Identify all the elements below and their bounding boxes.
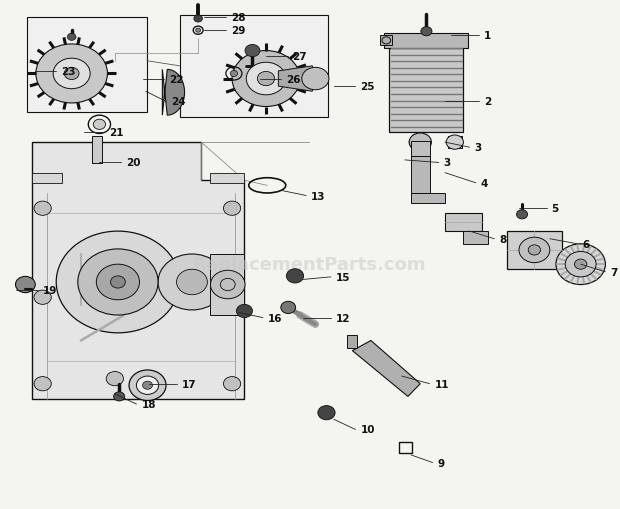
Bar [27,18,147,112]
Circle shape [158,254,226,310]
Text: 1: 1 [484,31,491,41]
Text: 22: 22 [169,74,184,84]
Circle shape [232,51,300,107]
Polygon shape [411,157,430,193]
Text: 11: 11 [435,379,449,389]
Circle shape [516,210,528,219]
Circle shape [34,291,51,305]
Polygon shape [380,36,392,46]
Polygon shape [278,67,316,92]
Circle shape [34,202,51,216]
Circle shape [556,244,605,285]
Circle shape [143,381,153,389]
Circle shape [421,27,432,37]
Circle shape [36,45,107,104]
Circle shape [16,277,35,293]
Text: 7: 7 [610,267,618,277]
Circle shape [110,276,125,289]
Text: 6: 6 [583,239,590,249]
Text: 13: 13 [311,191,326,201]
Circle shape [177,270,208,295]
Circle shape [223,377,241,391]
Circle shape [210,271,245,299]
Circle shape [129,370,166,401]
Polygon shape [448,137,463,149]
Circle shape [519,238,550,263]
Circle shape [409,134,432,152]
Circle shape [446,136,463,150]
Circle shape [56,232,180,333]
Text: 2: 2 [484,97,491,107]
Circle shape [286,269,304,284]
Circle shape [64,68,79,80]
Circle shape [96,265,140,300]
Text: 19: 19 [43,285,57,295]
Text: 12: 12 [335,313,350,323]
Polygon shape [389,49,463,133]
Polygon shape [411,142,430,157]
Text: 20: 20 [126,158,141,168]
Text: 28: 28 [231,13,246,23]
Text: 3: 3 [444,158,451,168]
Circle shape [230,71,237,77]
Polygon shape [352,341,420,397]
Text: 23: 23 [61,67,76,77]
Text: ReplacementParts.com: ReplacementParts.com [192,256,426,274]
Polygon shape [411,193,445,204]
Circle shape [575,260,587,270]
Text: 4: 4 [480,179,488,188]
Circle shape [223,202,241,216]
Polygon shape [384,34,468,49]
Text: 16: 16 [268,313,282,323]
Text: 5: 5 [552,204,559,214]
Bar [180,16,328,118]
Polygon shape [507,232,562,270]
Text: 9: 9 [438,458,445,468]
Polygon shape [210,173,244,183]
Text: 24: 24 [171,97,185,107]
Circle shape [53,59,90,90]
Circle shape [302,68,329,91]
Circle shape [528,245,541,256]
Circle shape [106,372,123,386]
Text: 17: 17 [182,379,196,389]
Circle shape [34,377,51,391]
Circle shape [78,249,158,316]
Circle shape [68,34,76,41]
Circle shape [318,406,335,420]
Circle shape [196,29,201,33]
Polygon shape [445,214,482,232]
Text: 26: 26 [286,74,301,84]
Circle shape [93,120,105,130]
Polygon shape [347,336,357,348]
Polygon shape [32,143,244,399]
Text: 3: 3 [474,143,482,153]
Bar [399,442,412,454]
Text: 18: 18 [141,399,156,409]
Circle shape [113,392,125,401]
Text: 21: 21 [109,128,124,137]
Circle shape [245,45,260,58]
Text: 29: 29 [231,26,246,36]
Polygon shape [32,173,63,183]
Circle shape [236,305,252,318]
Polygon shape [463,232,488,244]
Text: 8: 8 [499,234,507,244]
Circle shape [246,63,286,96]
Circle shape [194,16,203,23]
Circle shape [257,72,275,87]
Text: 27: 27 [293,51,307,62]
Polygon shape [210,254,244,316]
Circle shape [565,252,596,277]
Text: 15: 15 [335,272,350,282]
Polygon shape [162,70,185,116]
Text: 10: 10 [360,425,375,435]
Bar [92,137,102,164]
Text: 25: 25 [360,82,375,92]
Circle shape [281,302,296,314]
Circle shape [136,376,159,394]
